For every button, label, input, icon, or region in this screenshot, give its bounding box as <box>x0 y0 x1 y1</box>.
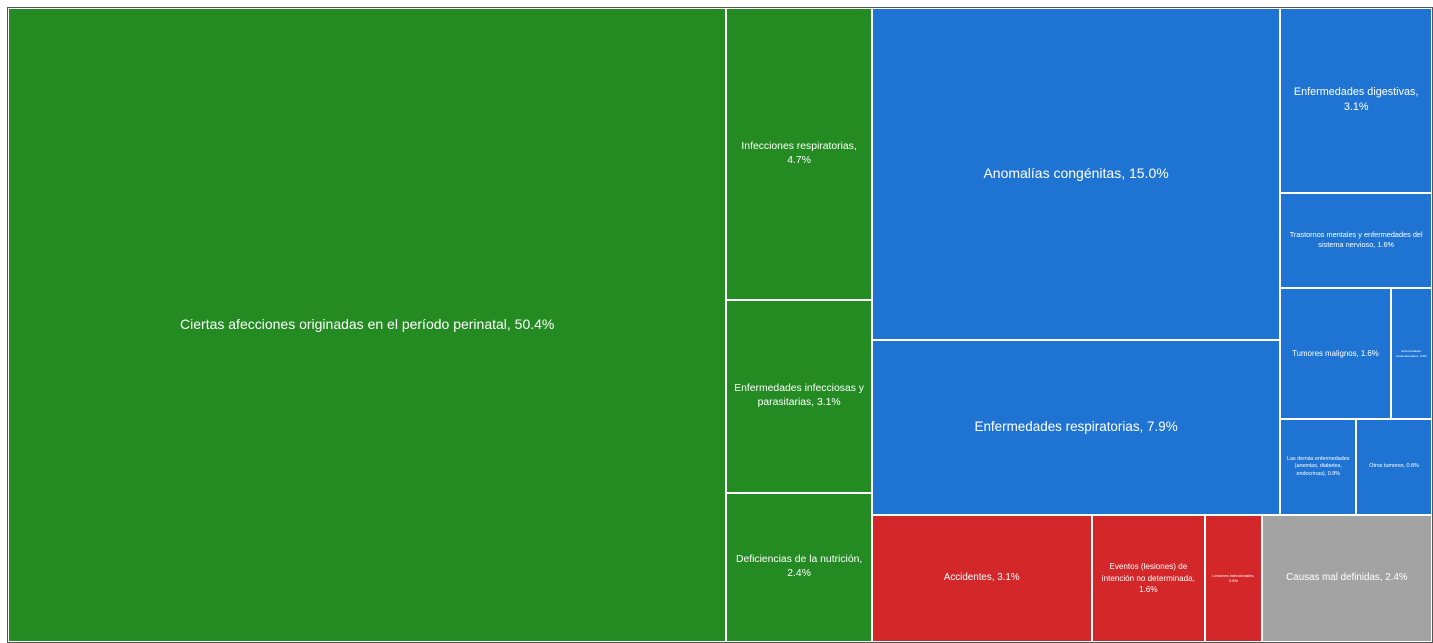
tile-label: Enfermedades cardiovasculares, 0.6% <box>1395 349 1427 358</box>
tile-label: Trastornos mentales y enfermedades del s… <box>1289 230 1423 250</box>
tile-label: Enfermedades respiratorias, 7.9% <box>974 418 1178 434</box>
treemap: Ciertas afecciones originadas en el perí… <box>7 7 1433 643</box>
treemap-tile: Tumores malignos, 1.6% <box>1280 288 1391 420</box>
tile-label: Causas mal definidas, 2.4% <box>1286 572 1408 584</box>
tile-label: Tumores malignos, 1.6% <box>1292 349 1379 359</box>
treemap-tile: Enfermedades digestivas, 3.1% <box>1280 8 1432 193</box>
treemap-tile: Accidentes, 3.1% <box>871 514 1092 642</box>
treemap-tile: Trastornos mentales y enfermedades del s… <box>1280 192 1432 289</box>
tile-label: Deficiencias de la nutrición, 2.4% <box>735 553 863 580</box>
tile-label: Enfermedades infecciosas y parasitarias,… <box>734 382 864 409</box>
tile-label: Las demás enfermedades (anemias, diabete… <box>1286 455 1350 477</box>
treemap-tile: Otros tumores, 0.8% <box>1356 419 1432 515</box>
treemap-tile: Ciertas afecciones originadas en el perí… <box>8 8 727 642</box>
tile-label: Anomalías congénitas, 15.0% <box>983 165 1169 182</box>
treemap-tile: Eventos (lesiones) de intención no deter… <box>1091 514 1206 642</box>
tile-label: Otros tumores, 0.8% <box>1369 463 1419 470</box>
tile-label: Accidentes, 3.1% <box>943 572 1020 584</box>
treemap-tile: Infecciones respiratorias, 4.7% <box>726 8 872 301</box>
tile-label: Infecciones respiratorias, 4.7% <box>741 140 857 167</box>
treemap-tile: Causas mal definidas, 2.4% <box>1261 514 1432 642</box>
tile-label: Lesiones intencionales, 0.8% <box>1212 572 1255 584</box>
treemap-tile: Deficiencias de la nutrición, 2.4% <box>726 492 872 642</box>
treemap-tile: Las demás enfermedades (anemias, diabete… <box>1280 419 1357 515</box>
treemap-tile: Enfermedades infecciosas y parasitarias,… <box>726 300 872 493</box>
tile-label: Eventos (lesiones) de intención no deter… <box>1101 562 1195 594</box>
treemap-tile: Lesiones intencionales, 0.8% <box>1205 514 1262 642</box>
tile-label: Ciertas afecciones originadas en el perí… <box>180 316 555 333</box>
tile-label: Enfermedades digestivas, 3.1% <box>1293 86 1419 114</box>
treemap-tile: Anomalías congénitas, 15.0% <box>871 8 1281 340</box>
treemap-tile: Enfermedades cardiovasculares, 0.6% <box>1390 288 1432 420</box>
treemap-tile: Enfermedades respiratorias, 7.9% <box>871 339 1281 515</box>
